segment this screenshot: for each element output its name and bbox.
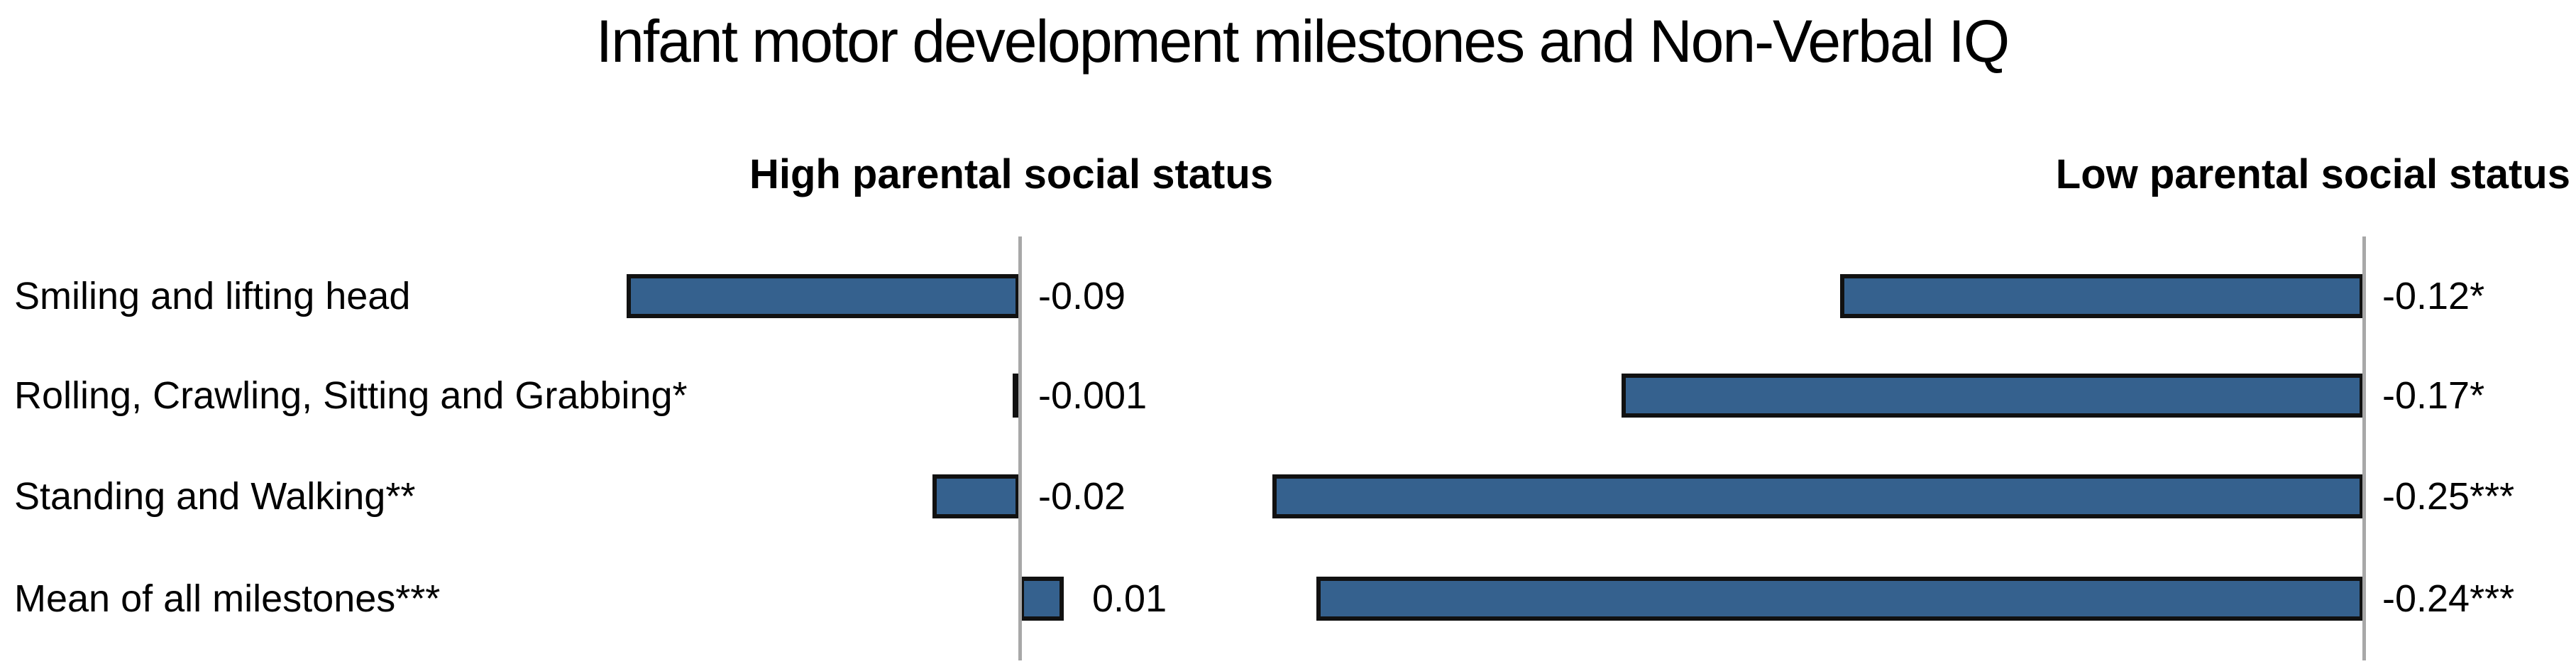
value-label: -0.24*** (2382, 577, 2515, 620)
value-label: -0.001 (1038, 374, 1147, 417)
value-label: 0.01 (1092, 577, 1167, 620)
bar (1622, 374, 2364, 418)
bar (627, 274, 1020, 318)
value-label: -0.17* (2382, 374, 2485, 417)
panel-header-high-parental-social-status: High parental social status (749, 151, 1274, 197)
axis-line-left-panel (1018, 236, 1022, 660)
bar (932, 474, 1020, 518)
value-label: -0.09 (1038, 275, 1126, 317)
value-label: -0.02 (1038, 475, 1126, 518)
category-label: Mean of all milestones*** (14, 577, 441, 620)
panel-header-low-parental-social-status: Low parental social status (2055, 151, 2570, 197)
value-label: -0.25*** (2382, 475, 2515, 518)
value-label: -0.12* (2382, 275, 2485, 317)
bar (1020, 577, 1064, 621)
category-label: Smiling and lifting head (14, 275, 411, 317)
axis-line-right-panel (2362, 236, 2366, 660)
bar (1840, 274, 2364, 318)
category-label: Rolling, Crawling, Sitting and Grabbing* (14, 374, 688, 417)
chart-title: Infant motor development milestones and … (595, 8, 2010, 75)
bar (1316, 577, 2364, 621)
category-label: Standing and Walking** (14, 475, 416, 518)
bar (1272, 474, 2364, 518)
